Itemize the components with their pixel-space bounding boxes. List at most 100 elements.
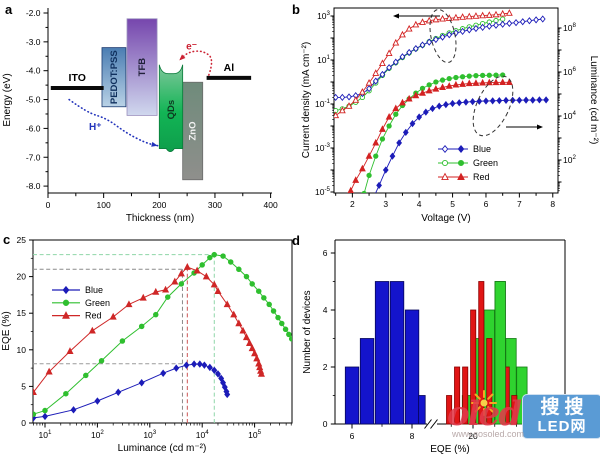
- svg-text:4: 4: [323, 305, 328, 315]
- svg-text:Red: Red: [473, 172, 490, 182]
- svg-text:-7.0: -7.0: [26, 152, 41, 162]
- svg-text:Thickness (nm): Thickness (nm): [126, 213, 194, 224]
- panel-label-a: a: [5, 2, 13, 17]
- watermark-badge-line2: LED网: [537, 418, 587, 435]
- series-b: [334, 9, 549, 193]
- watermark: oled 搜搜 LED网: [447, 390, 600, 446]
- series-blue-luminance: [375, 96, 549, 193]
- svg-text:20: 20: [468, 431, 478, 441]
- svg-text:20: 20: [17, 272, 27, 282]
- svg-text:10-3: 10-3: [315, 142, 331, 153]
- svg-text:104: 104: [563, 110, 576, 121]
- watermark-logo-text: oled: [447, 394, 522, 434]
- svg-text:3: 3: [383, 199, 388, 209]
- svg-text:5: 5: [450, 199, 455, 209]
- bars-blue-devices: [344, 281, 426, 425]
- bars-red-devices: [446, 281, 518, 425]
- series-blue-current-density: [334, 15, 546, 102]
- axes-c: 101 102 103 104 105 0 5 10 15 20 25 Luminance (cd m…: [1, 235, 293, 454]
- legend-c: Blue Green Red: [52, 285, 110, 321]
- svg-text:2: 2: [323, 362, 328, 372]
- panel-label-d: d: [292, 233, 300, 248]
- svg-text:5: 5: [21, 381, 26, 391]
- svg-text:0: 0: [46, 200, 51, 210]
- svg-text:10-5: 10-5: [315, 186, 331, 197]
- svg-text:103: 103: [317, 10, 330, 21]
- svg-text:EQE (%): EQE (%): [430, 444, 469, 455]
- svg-text:105: 105: [248, 429, 261, 440]
- svg-text:Blue: Blue: [85, 285, 103, 295]
- series-red-luminance: [347, 78, 513, 193]
- axes-b: 2 3 4 5 6 7 8 10-5 10-3 10-1 101 103 102 104 106 108 Vol…: [301, 7, 599, 224]
- svg-text:104: 104: [196, 429, 209, 440]
- svg-text:6: 6: [350, 431, 355, 441]
- svg-text:PEDOT:PSS: PEDOT:PSS: [109, 50, 120, 104]
- svg-text:6: 6: [484, 199, 489, 209]
- svg-text:300: 300: [208, 200, 222, 210]
- svg-text:QDs: QDs: [166, 100, 177, 120]
- series-c: [33, 251, 292, 422]
- svg-text:TFB: TFB: [137, 58, 148, 77]
- svg-text:-2.0: -2.0: [26, 8, 41, 18]
- series-green-eqe: [33, 251, 292, 417]
- series-red-eqe: [33, 263, 265, 396]
- layer-pedotpss: [101, 47, 127, 108]
- svg-text:2: 2: [350, 199, 355, 209]
- watermark-url: www.sosoled.com: [452, 429, 525, 439]
- svg-text:Number of devices: Number of devices: [302, 290, 313, 373]
- svg-text:25: 25: [17, 235, 27, 245]
- layer-qds: [158, 64, 184, 152]
- series-blue-eqe: [33, 360, 231, 422]
- svg-text:100: 100: [97, 200, 111, 210]
- svg-text:103: 103: [143, 429, 156, 440]
- svg-text:Al: Al: [224, 62, 235, 74]
- svg-text:H⁺: H⁺: [89, 122, 102, 133]
- legend-b: Blue Green Red: [438, 144, 498, 182]
- svg-text:400: 400: [264, 200, 278, 210]
- svg-text:Energy (eV): Energy (eV): [2, 73, 13, 126]
- svg-text:101: 101: [317, 54, 330, 65]
- carrier-hole-injection: H⁺: [68, 98, 159, 147]
- bars-green-front: [494, 281, 506, 425]
- svg-text:Luminance (cd m⁻²): Luminance (cd m⁻²): [588, 56, 599, 145]
- svg-text:6: 6: [323, 248, 328, 258]
- svg-text:-4.0: -4.0: [26, 66, 41, 76]
- svg-text:ITO: ITO: [69, 72, 86, 84]
- panel-b-jv-luminance-chart: 2 3 4 5 6 7 8 10-5 10-3 10-1 101 103 102 104 106 108 Vol…: [301, 7, 599, 224]
- series-red-current-density: [334, 9, 513, 119]
- annotations-b: [393, 8, 543, 137]
- svg-text:-8.0: -8.0: [26, 181, 41, 191]
- svg-text:10-1: 10-1: [315, 98, 331, 109]
- electrodes: ITO Al: [50, 62, 252, 91]
- svg-text:102: 102: [91, 429, 104, 440]
- svg-text:Green: Green: [473, 158, 498, 168]
- watermark-badge: 搜搜 LED网: [522, 394, 600, 439]
- svg-text:-5.0: -5.0: [26, 95, 41, 105]
- svg-text:Voltage (V): Voltage (V): [421, 213, 470, 224]
- layer-tfb: [126, 18, 158, 116]
- svg-text:15: 15: [17, 308, 27, 318]
- svg-text:10: 10: [17, 345, 27, 355]
- svg-text:108: 108: [563, 22, 576, 33]
- panel-c-eqe-luminance-chart: 101 102 103 104 105 0 5 10 15 20 25 Luminance (cd m…: [1, 235, 293, 454]
- svg-text:Blue: Blue: [473, 144, 491, 154]
- svg-text:4: 4: [417, 199, 422, 209]
- svg-text:8: 8: [550, 199, 555, 209]
- svg-text:Current density (mA cm⁻²): Current density (mA cm⁻²): [301, 42, 312, 158]
- panel-label-b: b: [292, 2, 300, 17]
- svg-text:0: 0: [323, 419, 328, 429]
- svg-text:102: 102: [563, 154, 576, 165]
- axes-a: 0 100 200 300 400 -2.0 -3.0 -4.0 -5.0 -6.0 -7.0 -8.…: [2, 8, 278, 224]
- svg-text:Green: Green: [85, 298, 110, 308]
- panel-d-device-histogram: 6820240246EQE (%)Number of devices: [302, 239, 566, 455]
- svg-text:Red: Red: [85, 311, 102, 321]
- watermark-logo: oled: [447, 390, 522, 446]
- svg-text:Luminance (cd m⁻²): Luminance (cd m⁻²): [118, 443, 207, 454]
- svg-text:200: 200: [152, 200, 166, 210]
- svg-text:ZnO: ZnO: [188, 121, 199, 140]
- panel-label-c: c: [3, 232, 11, 247]
- svg-text:106: 106: [563, 66, 576, 77]
- watermark-badge-line1: 搜搜: [540, 397, 589, 418]
- svg-text:-3.0: -3.0: [26, 37, 41, 47]
